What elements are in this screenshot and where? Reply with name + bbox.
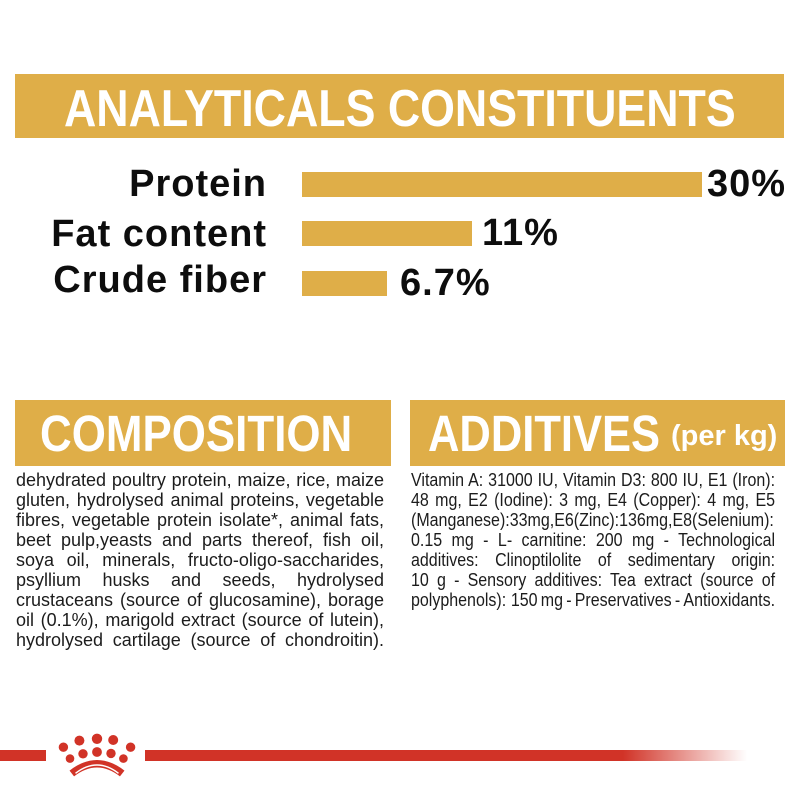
red-divider-line-left [0,750,46,761]
additives-line: 0.15 mg - L- carnitine: 200 mg - Technol… [411,530,776,551]
bar-value-protein: 30% [707,162,787,205]
crown-arc-band [69,760,125,777]
additives-line: 10 g - Sensory additives: Tea extract (s… [411,570,776,591]
composition-line: crustaceans (source of glucosamine), bor… [16,590,384,611]
additives-per-kg: (per kg) [671,419,778,452]
bar-label-fat-content: Fat content [51,212,267,255]
additives-line: polyphenols): 150 mg - Preservatives - A… [411,590,776,611]
red-divider-line-right [145,750,747,761]
composition-line: hydrolysed cartilage (source of chondroi… [16,630,384,651]
bar-label-crude-fiber: Crude fiber [53,258,267,301]
additives-line: (Manganese):33mg,E6(Zinc):136mg,E8(Selen… [411,510,774,531]
bar-value-crude-fiber: 6.7% [400,261,491,304]
composition-line: dehydrated poultry protein, maize, rice,… [16,470,384,491]
additives-line: Vitamin A: 31000 IU, Vitamin D3: 800 IU,… [411,470,776,491]
additives-line: 48 mg, E2 (Iodine): 3 mg, E4 (Copper): 4… [411,490,776,511]
additives-title: ADDITIVES [427,404,660,462]
composition-line: beet pulp,yeasts and parts thereof, fish… [16,530,384,551]
composition-line: psyllium husks and seeds, hydrolysed [16,570,384,591]
composition-line: soya oil, minerals, fructo-oligo-sacchar… [16,550,384,571]
composition-title: COMPOSITION [40,404,353,462]
bar-crude-fiber [302,271,387,296]
composition-line: gluten, hydrolysed animal proteins, vege… [16,490,384,511]
additives-text: Vitamin A: 31000 IU, Vitamin D3: 800 IU,… [411,470,775,610]
crown-arc-separator [75,764,119,774]
analytical-constituents-title: ANALYTICALS CONSTITUENTS [63,79,736,138]
royal-canin-crown-logo [58,733,136,777]
composition-banner: COMPOSITION [15,400,391,466]
analytical-constituents-banner: ANALYTICALS CONSTITUENTS [15,74,784,138]
composition-line: fibres, vegetable protein isolate*, anim… [16,510,384,531]
composition-line: oil (0.1%), marigold extract (source of … [16,610,384,631]
additives-banner: ADDITIVES (per kg) [410,400,785,466]
bar-fat-content [302,221,472,246]
bar-label-protein: Protein [129,163,267,206]
bar-protein [302,172,702,197]
crown-dots [58,733,136,763]
bar-value-fat-content: 11% [482,211,559,254]
additives-line: additives: Clinoptilolite of sedimentary… [411,550,776,571]
composition-text: dehydrated poultry protein, maize, rice,… [16,470,384,650]
